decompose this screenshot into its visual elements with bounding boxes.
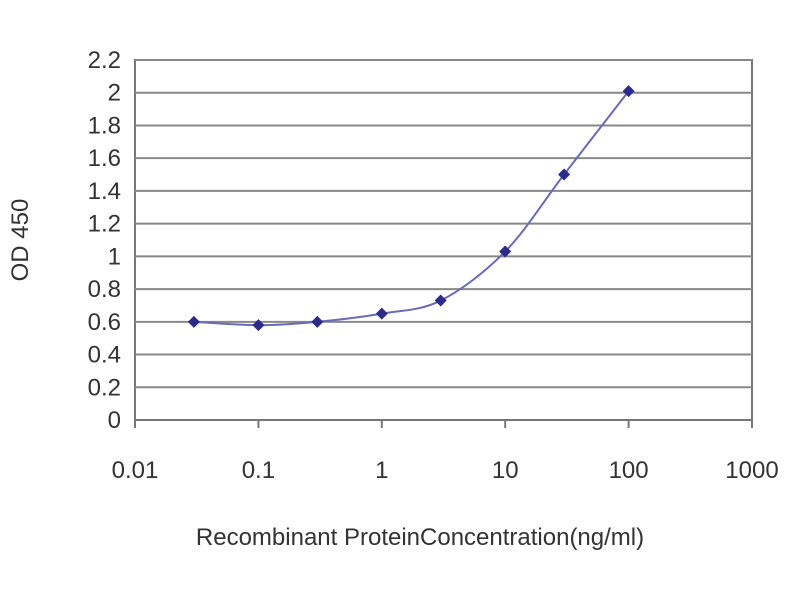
y-tick-label: 1.4 [88,178,121,205]
y-tick-label: 0.2 [88,374,121,401]
x-tick-label: 0.1 [242,457,275,484]
x-tick-label: 100 [609,457,649,484]
data-point [311,315,324,328]
y-tick-label: 0 [108,407,121,434]
x-tick-label: 10 [492,457,519,484]
y-tick-label: 0.4 [88,342,121,369]
data-point [622,85,635,98]
data-point [252,319,265,332]
x-tick-label: 1 [375,457,388,484]
y-tick-label: 2.2 [88,47,121,74]
y-tick-label: 1.2 [88,211,121,238]
data-point [187,315,200,328]
y-axis-title: OD 450 [7,199,34,282]
y-tick-label: 1 [108,243,121,270]
y-tick-label: 1.6 [88,145,121,172]
x-tick-label: 0.01 [112,457,159,484]
y-tick-label: 2 [108,80,121,107]
data-point [499,245,512,258]
y-tick-label: 0.6 [88,309,121,336]
plot-area [134,59,753,421]
y-tick-label: 1.8 [88,112,121,139]
x-axis-title: Recombinant ProteinConcentration(ng/ml) [196,524,644,551]
data-point [558,168,571,181]
x-axis-ticks: 0.01 0.1 1 10 100 1000 [112,420,779,484]
gridlines [135,59,752,389]
y-tick-label: 0.8 [88,276,121,303]
x-tick-label: 1000 [725,457,778,484]
data-point [375,307,388,320]
series-group [187,85,635,332]
data-point [434,294,447,307]
y-axis-ticks: 0 0.2 0.4 0.6 0.8 1 1.2 1.4 1.6 1.8 2 2.2 [88,47,121,434]
